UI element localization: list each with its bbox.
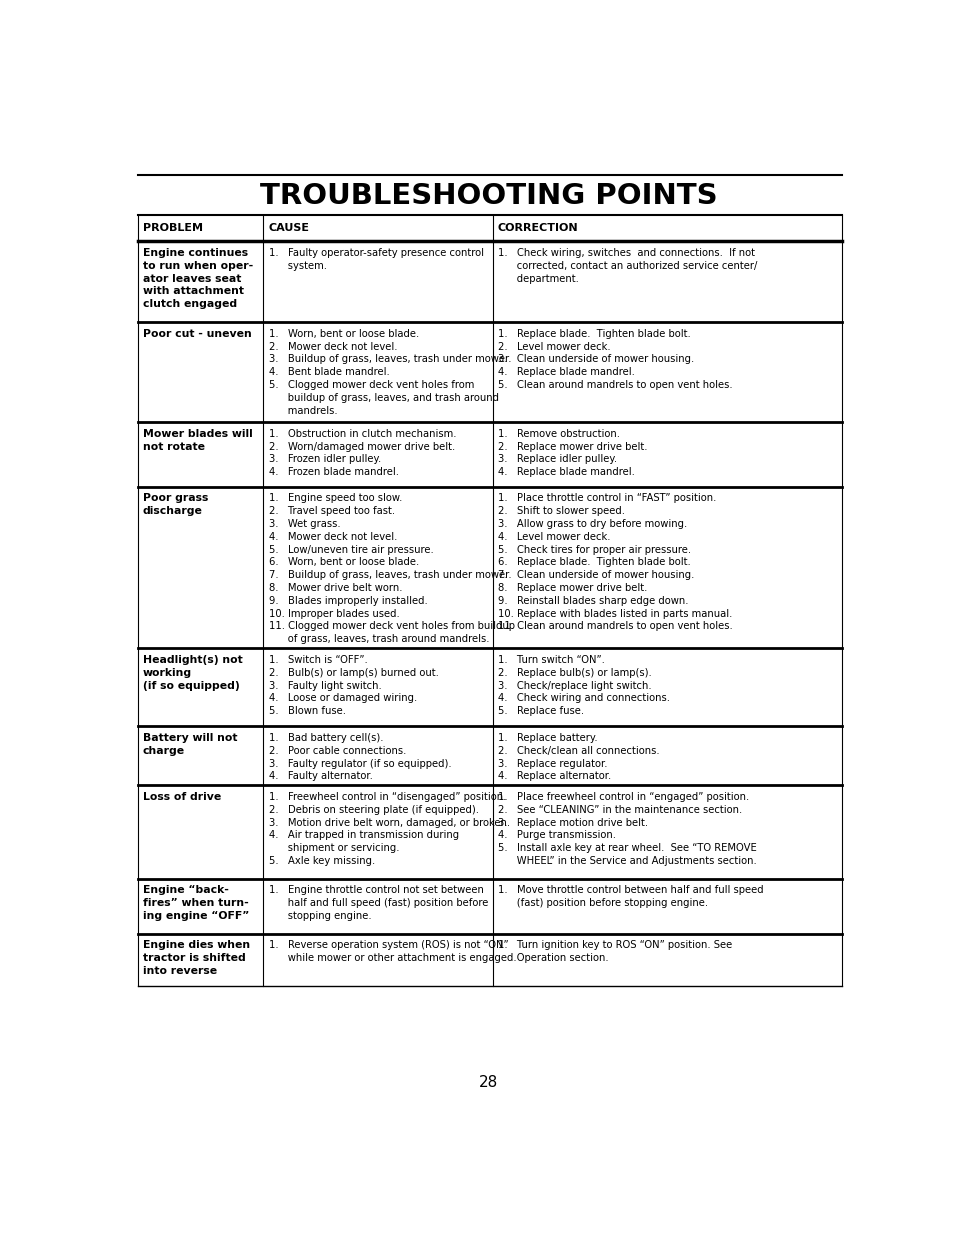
Text: 28: 28 (478, 1074, 498, 1089)
Text: 1.   Move throttle control between half and full speed
      (fast) position bef: 1. Move throttle control between half an… (497, 885, 762, 908)
Text: 1.   Replace blade.  Tighten blade bolt.
2.   Level mower deck.
3.   Clean under: 1. Replace blade. Tighten blade bolt. 2.… (497, 329, 732, 390)
Text: 1.   Switch is “OFF”.
2.   Bulb(s) or lamp(s) burned out.
3.   Faulty light swit: 1. Switch is “OFF”. 2. Bulb(s) or lamp(s… (269, 655, 438, 716)
Text: CORRECTION: CORRECTION (497, 224, 578, 233)
Text: Engine continues
to run when oper-
ator leaves seat
with attachment
clutch engag: Engine continues to run when oper- ator … (143, 248, 253, 309)
Text: 1.   Turn ignition key to ROS “ON” position. See
      Operation section.: 1. Turn ignition key to ROS “ON” positio… (497, 940, 731, 963)
Text: 1.   Obstruction in clutch mechanism.
2.   Worn/damaged mower drive belt.
3.   F: 1. Obstruction in clutch mechanism. 2. W… (269, 429, 456, 477)
Text: Poor cut - uneven: Poor cut - uneven (143, 329, 252, 338)
Text: CAUSE: CAUSE (269, 224, 310, 233)
Text: 1.   Bad battery cell(s).
2.   Poor cable connections.
3.   Faulty regulator (if: 1. Bad battery cell(s). 2. Poor cable co… (269, 734, 451, 782)
Text: PROBLEM: PROBLEM (143, 224, 203, 233)
Text: 1.   Remove obstruction.
2.   Replace mower drive belt.
3.   Replace idler pulle: 1. Remove obstruction. 2. Replace mower … (497, 429, 647, 477)
Text: 1.   Faulty operator-safety presence control
      system.: 1. Faulty operator-safety presence contr… (269, 248, 483, 270)
Text: Mower blades will
not rotate: Mower blades will not rotate (143, 429, 253, 452)
Text: Poor grass
discharge: Poor grass discharge (143, 494, 208, 516)
Text: TROUBLESHOOTING POINTS: TROUBLESHOOTING POINTS (260, 182, 717, 210)
Text: 1.   Freewheel control in “disengaged” position.
2.   Debris on steering plate (: 1. Freewheel control in “disengaged” pos… (269, 792, 509, 866)
Text: 1.   Engine speed too slow.
2.   Travel speed too fast.
3.   Wet grass.
4.   Mow: 1. Engine speed too slow. 2. Travel spee… (269, 494, 514, 645)
Text: 1.   Reverse operation system (ROS) is not “ON”
      while mower or other attac: 1. Reverse operation system (ROS) is not… (269, 940, 516, 963)
Text: Loss of drive: Loss of drive (143, 792, 221, 802)
Text: Engine dies when
tractor is shifted
into reverse: Engine dies when tractor is shifted into… (143, 940, 250, 976)
Text: Battery will not
charge: Battery will not charge (143, 734, 237, 756)
Text: 1.   Place throttle control in “FAST” position.
2.   Shift to slower speed.
3.  : 1. Place throttle control in “FAST” posi… (497, 494, 732, 631)
Text: Engine “back-
fires” when turn-
ing engine “OFF”: Engine “back- fires” when turn- ing engi… (143, 885, 249, 921)
Text: 1.   Replace battery.
2.   Check/clean all connections.
3.   Replace regulator.
: 1. Replace battery. 2. Check/clean all c… (497, 734, 659, 782)
Text: Headlight(s) not
working
(if so equipped): Headlight(s) not working (if so equipped… (143, 655, 242, 690)
Text: 1.   Worn, bent or loose blade.
2.   Mower deck not level.
3.   Buildup of grass: 1. Worn, bent or loose blade. 2. Mower d… (269, 329, 511, 416)
Text: 1.   Place freewheel control in “engaged” position.
2.   See “CLEANING” in the m: 1. Place freewheel control in “engaged” … (497, 792, 756, 866)
Text: 1.   Turn switch “ON”.
2.   Replace bulb(s) or lamp(s).
3.   Check/replace light: 1. Turn switch “ON”. 2. Replace bulb(s) … (497, 655, 669, 716)
Text: 1.   Engine throttle control not set between
      half and full speed (fast) po: 1. Engine throttle control not set betwe… (269, 885, 488, 921)
Text: 1.   Check wiring, switches  and connections.  If not
      corrected, contact a: 1. Check wiring, switches and connection… (497, 248, 757, 284)
